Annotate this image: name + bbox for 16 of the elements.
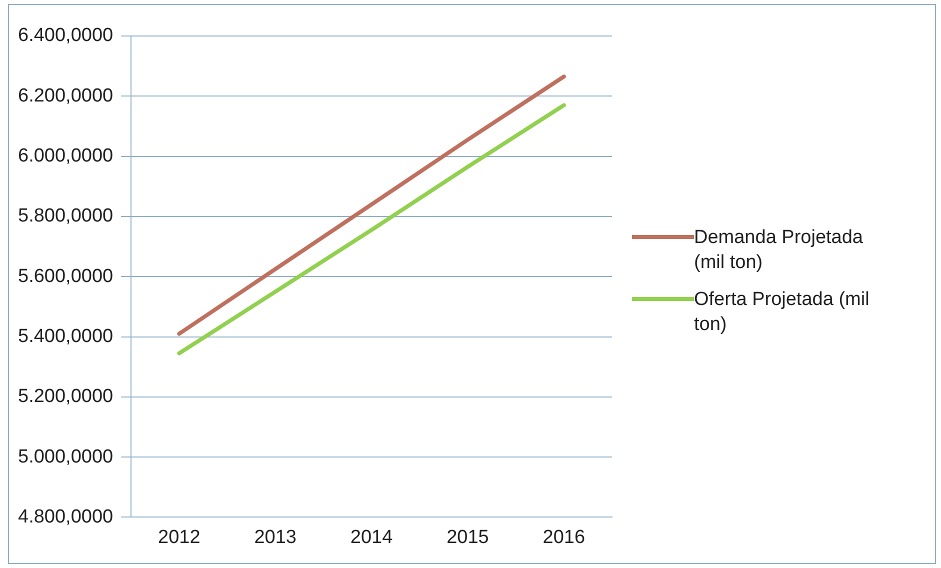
y-tick-label: 5.800,0000: [18, 206, 114, 227]
y-tick-label: 6.000,0000: [18, 146, 114, 167]
y-tick-label: 6.200,0000: [18, 85, 114, 106]
legend-label: Demanda Projetada (mil ton): [694, 226, 864, 275]
y-tick-label: 6.400,0000: [18, 25, 114, 46]
x-tick-label: 2016: [542, 526, 586, 548]
y-tick-label: 4.800,0000: [18, 506, 114, 528]
y-tick-label: 5.000,0000: [18, 446, 114, 468]
x-tick-label: 2015: [446, 526, 489, 548]
legend-label: Oferta Projetada (mil ton): [694, 288, 870, 337]
x-tick-label: 2014: [350, 526, 394, 548]
x-tick-label: 2013: [254, 526, 297, 548]
y-tick-label: 5.400,0000: [18, 326, 114, 347]
x-tick-label: 2012: [158, 526, 200, 548]
y-tick-label: 5.200,0000: [18, 386, 114, 408]
y-tick-label: 5.600,0000: [18, 266, 114, 287]
